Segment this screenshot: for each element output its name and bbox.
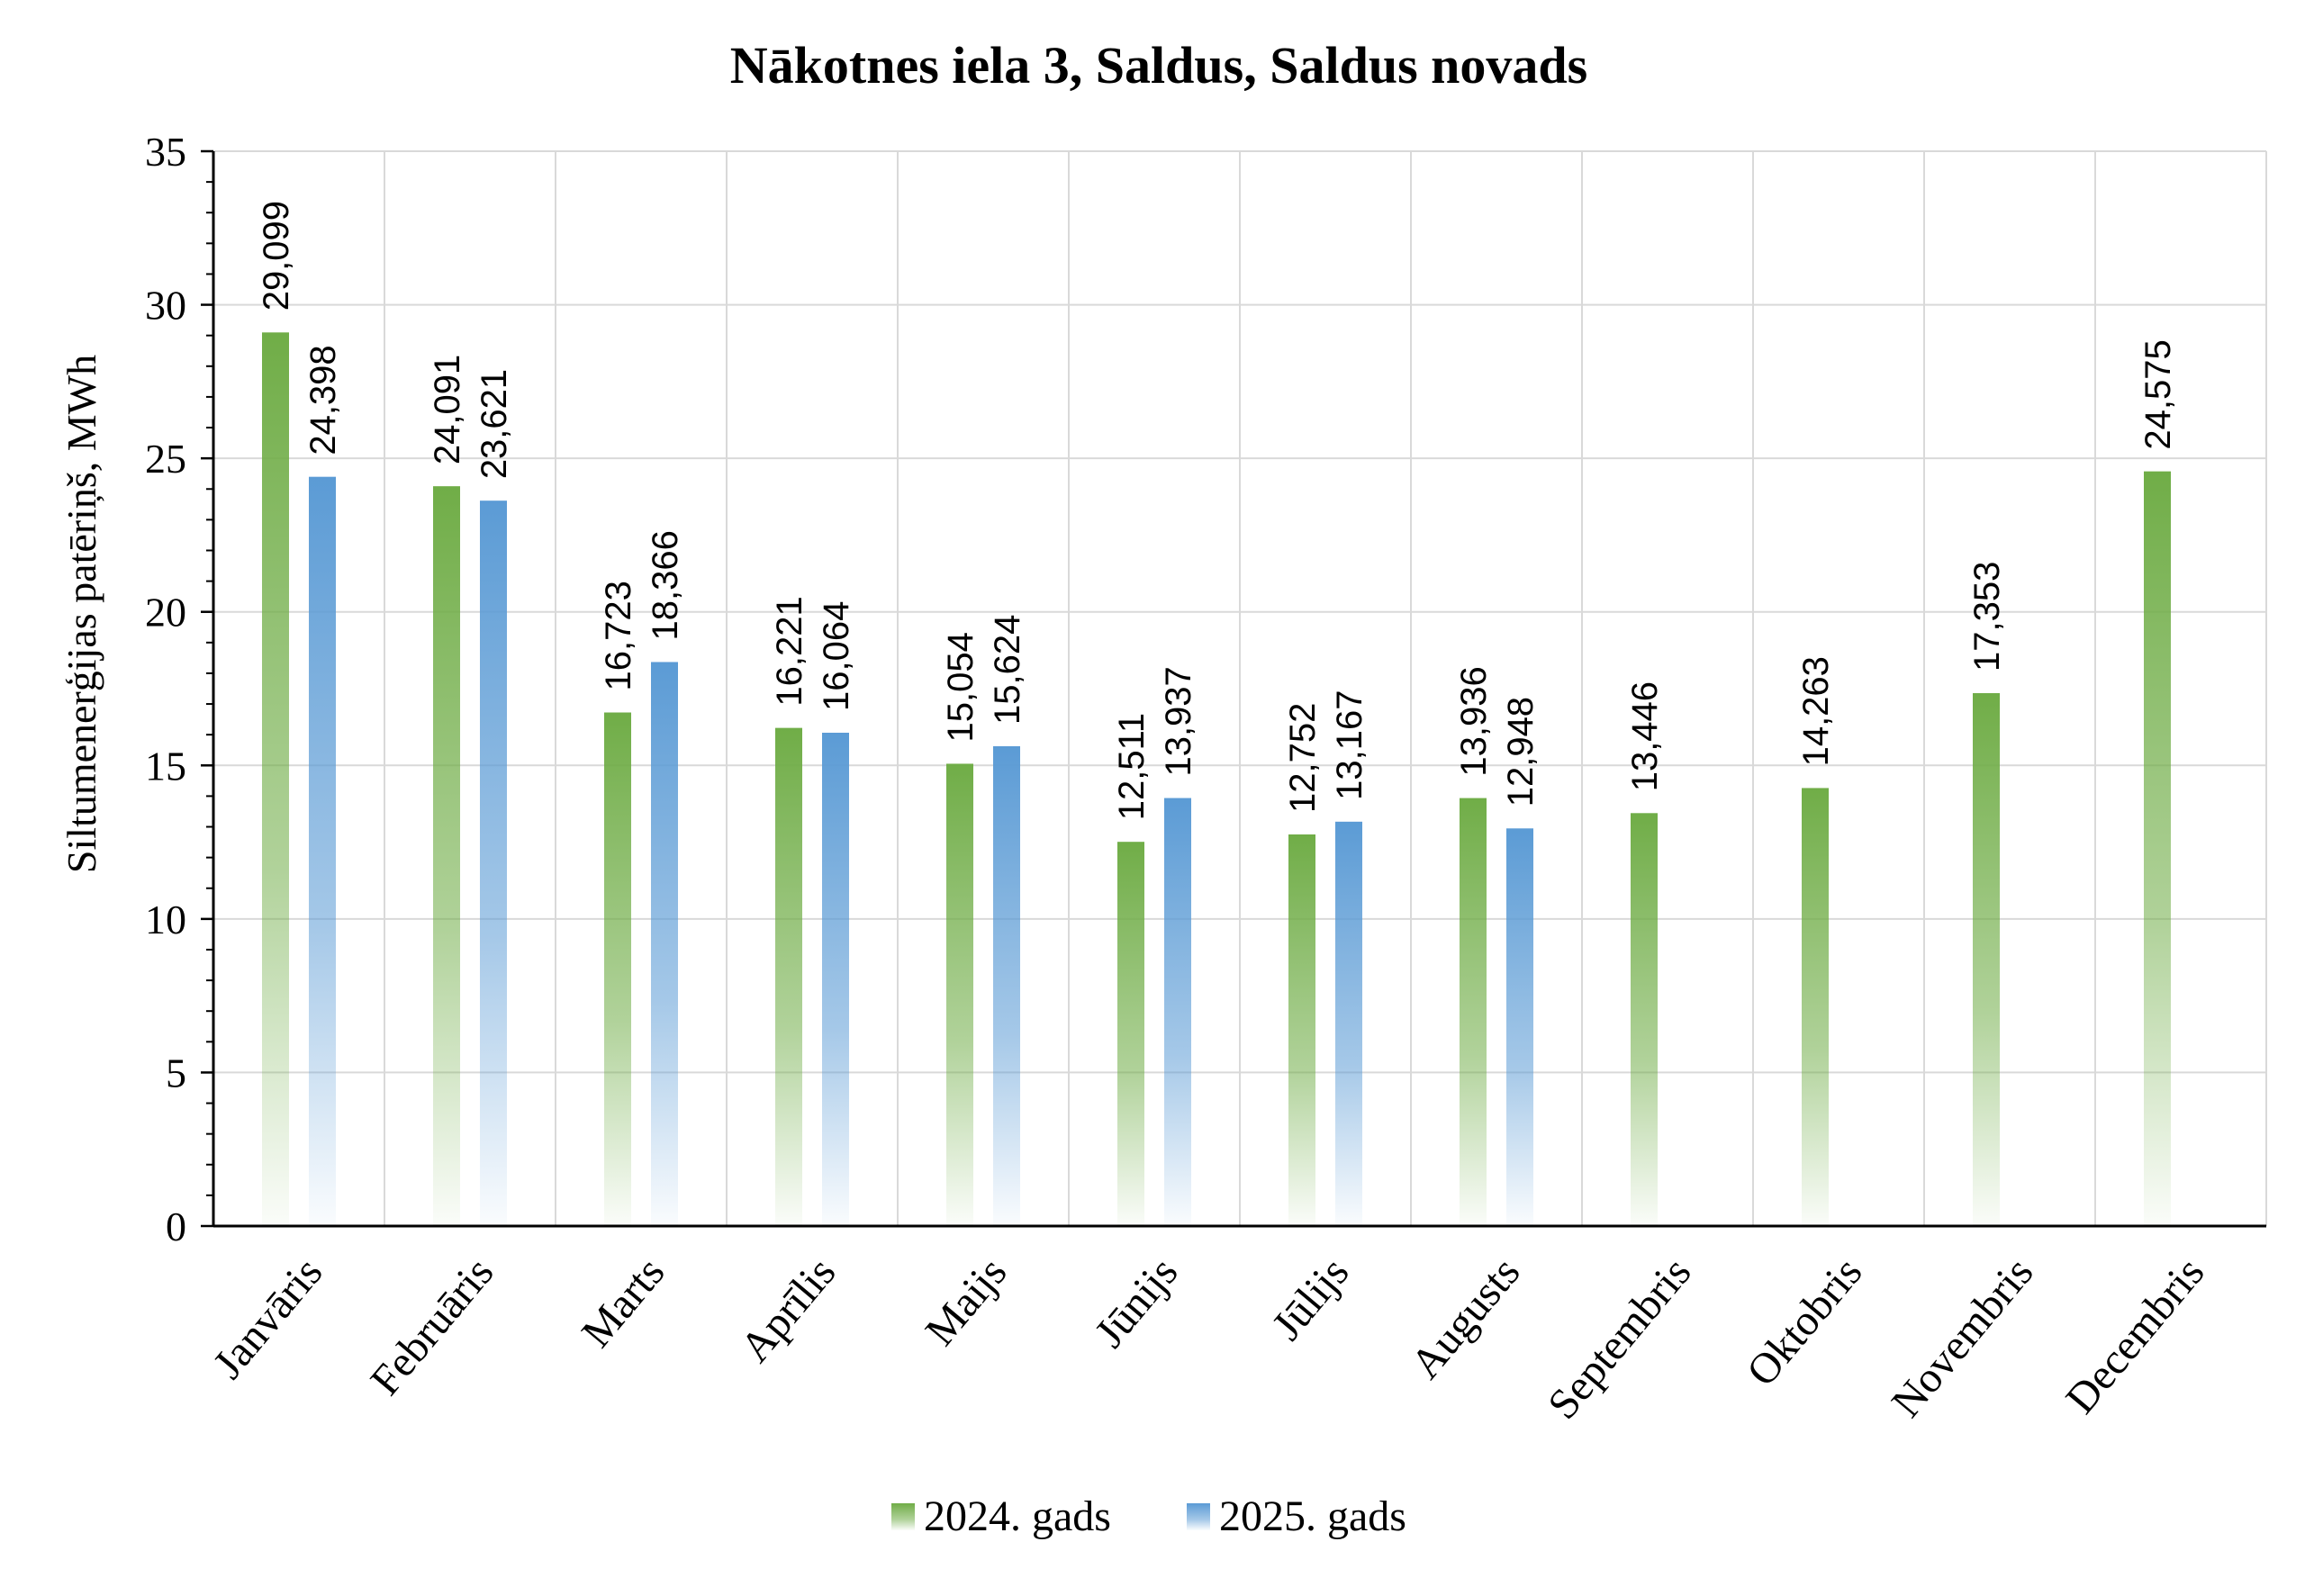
grid-lines [213,150,2267,1226]
y-tick-label: 5 [166,1050,186,1096]
bars [262,332,2171,1226]
data-label: 15,054 [941,632,981,742]
x-tick-label: Jūlijs [1263,1249,1359,1349]
legend-swatch [891,1503,915,1530]
bar-series-2025 [309,476,336,1226]
data-label: 16,064 [817,601,856,711]
bar-series-2024 [1460,798,1487,1226]
legend: 2024. gads 2025. gads [891,1492,1406,1540]
data-label: 24,575 [2138,339,2178,449]
y-tick-label: 25 [145,436,186,482]
data-label: 23,621 [475,369,514,479]
data-label: 12,511 [1112,713,1152,820]
data-label: 12,752 [1283,703,1323,813]
data-label: 24,091 [428,355,467,464]
bar-series-2024 [604,712,631,1226]
x-tick-label: Novembris [1883,1249,2043,1426]
x-tick-label: Marts [573,1249,674,1357]
chart-title: Nākotnes iela 3, Saldus, Saldus novads [730,36,1588,95]
x-tick-label: Februāris [361,1249,502,1404]
legend-label: 2024. gads [924,1492,1111,1540]
bar-series-2024 [775,727,802,1226]
bar-series-2025 [1164,798,1191,1226]
x-tick-label: Septembris [1539,1249,1700,1429]
x-tick-label: Oktobris [1738,1249,1872,1395]
bar-series-2025 [993,745,1020,1226]
axes: 0 5 10 15 20 25 30 35 Janvāris Februāris Marts Aprī… [145,129,2266,1429]
bar-series-2025 [822,732,849,1226]
data-label: 14,263 [1796,656,1836,766]
bar-series-2024 [262,332,289,1226]
y-axis-title: Siltumenerģijas patēriņš, MWh [59,355,104,873]
y-tick-label: 35 [145,129,186,175]
data-label: 17,353 [1967,562,2007,672]
legend-swatch [1187,1503,1210,1530]
x-tick-label: Jūnijs [1086,1249,1188,1357]
bar-series-2024 [1802,788,1829,1226]
x-tick-label: Maijs [917,1249,1017,1355]
bar-series-2025 [1335,821,1362,1226]
bar-series-2024 [433,486,460,1226]
bar-series-2025 [1506,828,1533,1226]
legend-label: 2025. gads [1219,1492,1406,1540]
bar-series-2024 [946,763,973,1226]
y-tick-label: 15 [145,743,186,789]
data-label: 16,723 [599,581,638,690]
y-tick-label: 30 [145,283,186,329]
y-tick-label: 20 [145,590,186,636]
bar-series-2024 [2144,471,2171,1226]
bar-series-2024 [1973,693,2000,1226]
data-label: 13,937 [1159,666,1198,776]
bar-series-2024 [1631,813,1658,1226]
bar-series-2025 [651,662,678,1226]
data-label: 13,936 [1454,666,1494,776]
data-label: 29,099 [257,201,296,311]
y-tick-label: 0 [166,1204,186,1249]
bar-series-2024 [1288,834,1315,1226]
data-label: 16,221 [770,596,809,706]
bar-series-2024 [1117,842,1144,1226]
x-tick-label: Aprīlis [731,1249,845,1371]
data-label: 15,624 [988,615,1027,725]
x-tick-label: Decembris [2056,1249,2213,1422]
y-tick-label: 10 [145,897,186,942]
bar-series-2025 [480,500,507,1226]
data-label: 24,398 [303,345,343,455]
x-tick-label: Augusts [1402,1249,1530,1388]
data-label: 12,948 [1501,697,1541,807]
data-label: 18,366 [646,530,685,640]
data-label: 13,167 [1330,690,1369,799]
x-tick-label: Janvāris [204,1249,332,1388]
data-label: 13,446 [1625,681,1665,791]
